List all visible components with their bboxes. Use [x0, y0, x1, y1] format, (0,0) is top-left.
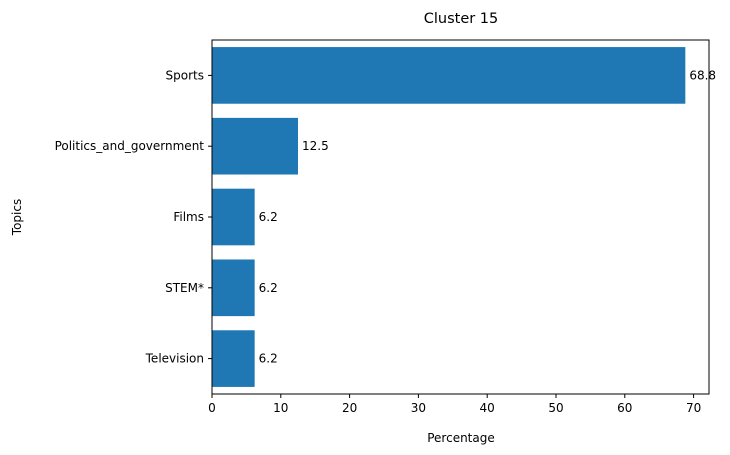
y-tick-label: Sports — [166, 68, 204, 82]
x-tick-label: 0 — [208, 401, 216, 415]
bars-layer: 68.8 12.5 6.2 6.2 6.2 — [212, 47, 716, 387]
x-axis-label: Percentage — [427, 431, 495, 445]
x-tick-label: 20 — [342, 401, 357, 415]
bar-0 — [212, 47, 686, 104]
x-tick-label: 70 — [686, 401, 701, 415]
y-tick-label: STEM* — [165, 281, 204, 295]
x-tick-label: 10 — [273, 401, 288, 415]
chart-title: Cluster 15 — [424, 11, 499, 27]
y-tick-label: Politics_and_government — [55, 139, 205, 153]
x-axis: 0 10 20 30 40 50 60 70 — [208, 394, 701, 415]
x-tick-label: 40 — [480, 401, 495, 415]
bar-3 — [212, 259, 255, 317]
bar-value-label: 6.2 — [259, 281, 278, 295]
bar-value-label: 6.2 — [259, 352, 278, 366]
y-axis: Sports Politics_and_government Films STEM* T… — [55, 68, 212, 366]
x-tick-label: 30 — [411, 401, 426, 415]
y-tick-label: Television — [145, 352, 204, 366]
x-tick-label: 60 — [617, 401, 632, 415]
bar-value-label: 12.5 — [302, 139, 329, 153]
bar-value-label: 6.2 — [259, 210, 278, 224]
bar-1 — [212, 117, 298, 175]
x-tick-label: 50 — [548, 401, 563, 415]
bar-value-label: 68.8 — [689, 68, 716, 82]
y-tick-label: Films — [173, 210, 204, 224]
bar-2 — [212, 188, 255, 246]
bar-4 — [212, 330, 255, 387]
y-axis-label: Topics — [10, 199, 24, 236]
